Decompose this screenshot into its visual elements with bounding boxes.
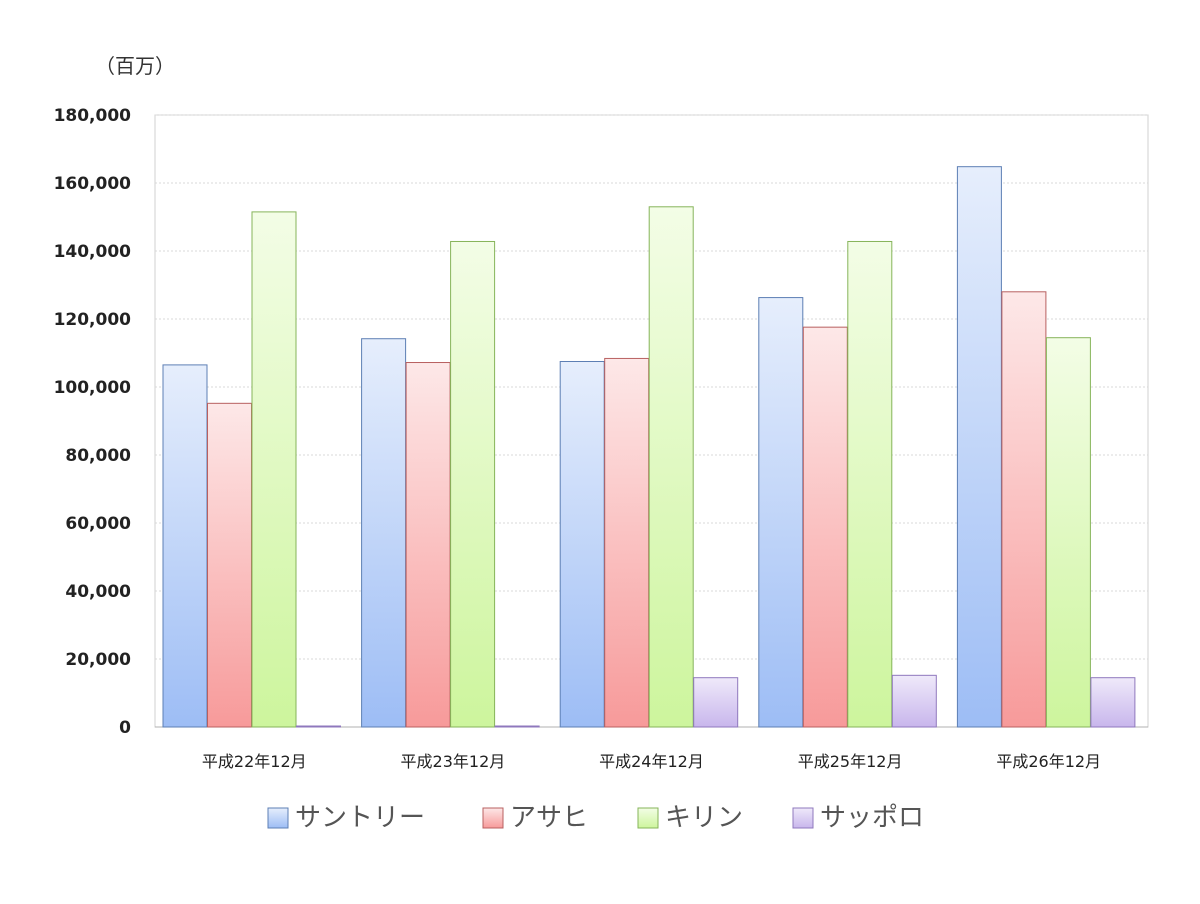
bar-2-1 <box>207 402 252 728</box>
y-tick-label: 40,000 <box>65 582 131 602</box>
legend-swatch <box>267 807 289 829</box>
bar-4-1 <box>296 725 341 728</box>
bar-2-5 <box>1001 291 1047 728</box>
legend-swatch <box>482 807 504 829</box>
y-tick-label: 160,000 <box>54 174 132 194</box>
y-tick-label: 140,000 <box>54 242 132 262</box>
y-tick-label: 0 <box>119 718 131 738</box>
y-tick-label: 120,000 <box>54 310 132 330</box>
y-tick-label: 100,000 <box>54 378 132 398</box>
bar-2-3 <box>604 357 650 728</box>
bar-1-5 <box>956 166 1002 728</box>
bar-4-5 <box>1090 677 1136 728</box>
bar-3-2 <box>450 240 496 728</box>
y-unit-label: （百万） <box>95 54 175 78</box>
bar-3-5 <box>1045 337 1091 728</box>
x-tick-label: 平成26年12月 <box>996 752 1101 771</box>
legend-swatch <box>637 807 659 829</box>
y-tick-label: 180,000 <box>54 106 132 126</box>
bar-3-1 <box>251 211 297 728</box>
legend: サントリー アサヒ キリン サッポロ <box>267 803 924 833</box>
bars <box>162 166 1136 728</box>
legend-label: キリン <box>665 803 743 833</box>
bar-4-2 <box>494 725 540 728</box>
bar-3-3 <box>648 206 694 728</box>
x-tick-label: 平成25年12月 <box>798 752 903 771</box>
bar-2-2 <box>405 362 451 728</box>
y-tick-label: 20,000 <box>65 650 131 670</box>
bar-4-4 <box>891 674 937 728</box>
y-tick-label: 80,000 <box>65 446 131 466</box>
legend-label: サントリー <box>295 803 425 833</box>
bar-2-4 <box>802 326 848 728</box>
x-tick-label: 平成22年12月 <box>202 752 307 771</box>
bar-4-3 <box>693 677 739 728</box>
y-tick-label: 60,000 <box>65 514 131 534</box>
bar-1-2 <box>361 338 407 728</box>
bar-3-4 <box>847 240 893 728</box>
x-tick-label: 平成24年12月 <box>599 752 704 771</box>
legend-swatch <box>792 807 814 829</box>
x-axis-ticks: 平成22年12月 平成23年12月 平成24年12月 平成25年12月 平成26年12月 <box>202 752 1101 771</box>
y-axis-ticks: 0 20,000 40,000 60,000 80,000 100,000 120,000 1… <box>54 106 132 738</box>
bar-1-4 <box>758 297 804 728</box>
x-tick-label: 平成23年12月 <box>401 752 506 771</box>
legend-label: アサヒ <box>510 803 588 833</box>
bar-1-3 <box>559 361 605 728</box>
bar-1-1 <box>162 364 208 728</box>
legend-label: サッポロ <box>820 803 924 833</box>
